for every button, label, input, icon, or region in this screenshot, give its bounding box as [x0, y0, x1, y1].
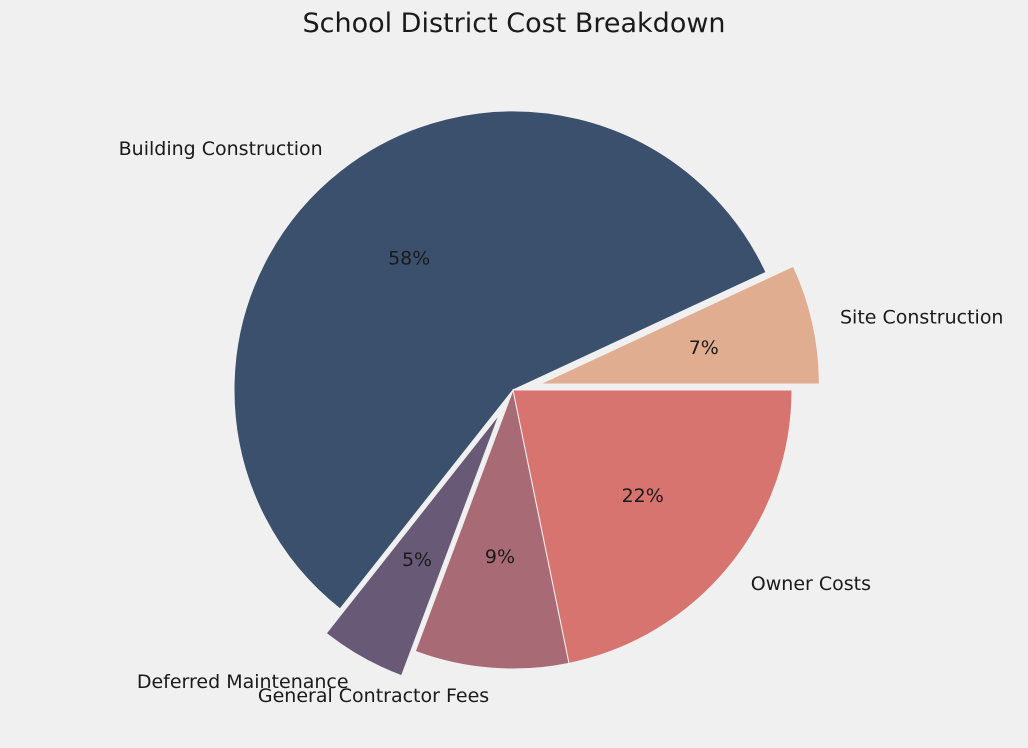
pie-slice-owner-costs	[512, 389, 793, 664]
pie-slices	[233, 110, 820, 677]
pie-category-label-owner-costs: Owner Costs	[751, 573, 871, 595]
pie-category-label-general-contractor-fees: General Contractor Fees	[258, 685, 489, 707]
pie-slice-general-contractor-fees	[414, 388, 570, 670]
pie-category-label-deferred-maintenance: Deferred Maintenance	[137, 671, 349, 693]
pie-pct-label-general-contractor-fees: 9%	[485, 546, 515, 568]
pie-pct-label-owner-costs: 22%	[622, 485, 664, 507]
pie-labels: 7% Site Construction 58% Building Construct…	[119, 138, 1004, 707]
chart-title: School District Cost Breakdown	[302, 8, 725, 39]
pie-category-label-building-construction: Building Construction	[119, 138, 323, 160]
pie-pct-label-building-construction: 58%	[388, 248, 430, 270]
pie-pct-label-site-construction: 7%	[689, 337, 719, 359]
pie-slice-site-construction	[540, 265, 820, 385]
pie-slice-deferred-maintenance	[325, 414, 500, 677]
pie-pct-label-deferred-maintenance: 5%	[402, 549, 432, 571]
pie-slice-building-construction	[233, 110, 767, 610]
pie-category-label-site-construction: Site Construction	[840, 307, 1004, 329]
